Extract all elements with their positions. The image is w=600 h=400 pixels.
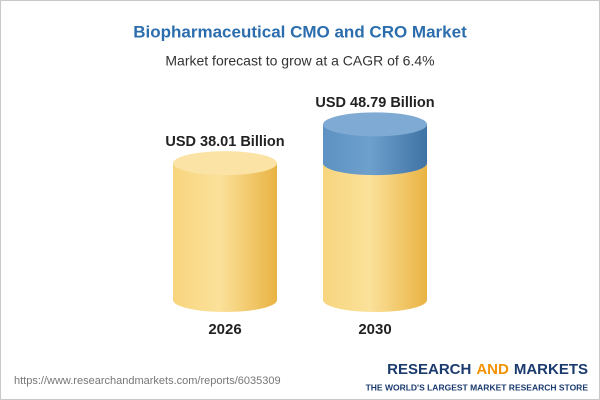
value-label: USD 38.01 Billion [165, 134, 284, 150]
cylinder-body [323, 163, 427, 300]
chart-subtitle: Market forecast to grow at a CAGR of 6.4… [165, 53, 434, 69]
cylinder-top [323, 112, 427, 137]
chart-title: Biopharmaceutical CMO and CRO Market [133, 22, 467, 41]
cylinder [323, 151, 427, 312]
value-label: USD 48.79 Billion [315, 95, 434, 111]
source-url: https://www.researchandmarkets.com/repor… [14, 375, 281, 387]
tagline: THE WORLD'S LARGEST MARKET RESEARCH STOR… [366, 382, 589, 392]
brand-word: RESEARCH [387, 361, 471, 378]
brand: RESEARCH AND MARKETS [387, 361, 588, 378]
cylinder [173, 151, 277, 312]
cylinder-body [173, 163, 277, 300]
cylinder-increment [323, 112, 427, 176]
brand-word: AND [476, 361, 509, 378]
x-tick-label: 2026 [208, 321, 241, 338]
x-tick-label: 2030 [358, 321, 391, 338]
brand-word: MARKETS [514, 361, 588, 378]
cylinder-top [173, 151, 277, 176]
cylinder-bottom [323, 151, 427, 176]
